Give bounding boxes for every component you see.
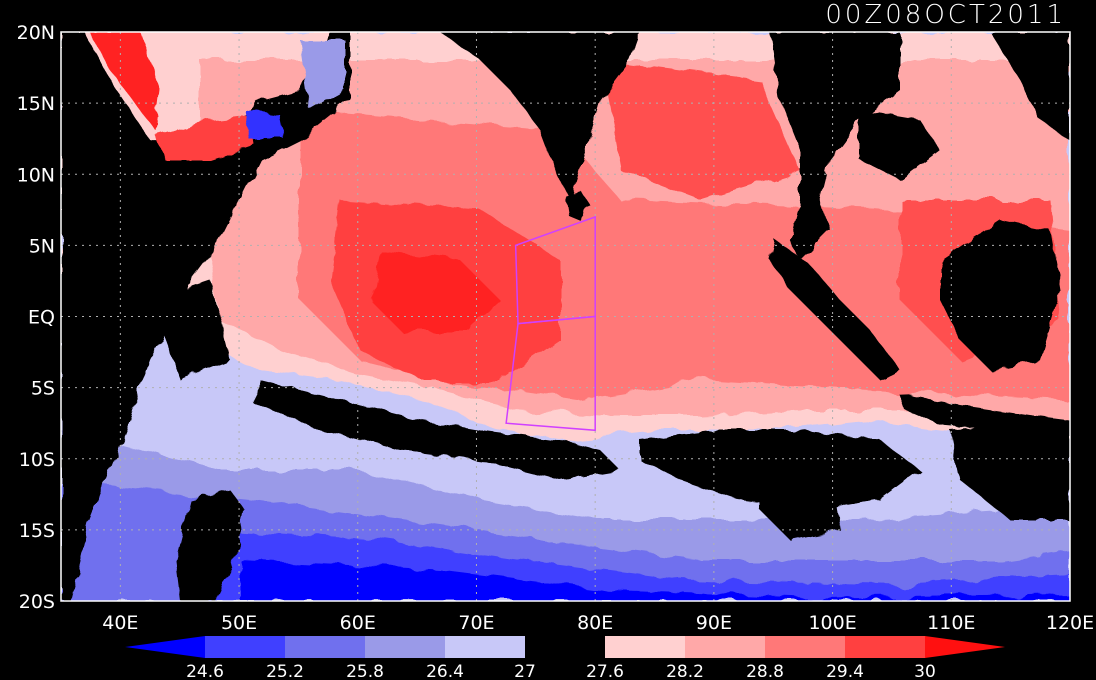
lat-tick-label: EQ [28, 307, 55, 329]
colorbar-label: 27.6 [586, 662, 624, 680]
colorbar-segment [605, 636, 686, 658]
lat-tick-label: 5N [29, 235, 55, 257]
lon-tick-label: 50E [221, 612, 257, 634]
colorbar [125, 636, 1005, 658]
lon-tick-label: 40E [102, 612, 138, 634]
lat-tick-label: 20N [17, 22, 55, 44]
lon-tick-label: 70E [458, 612, 494, 634]
lon-tick-label: 90E [696, 612, 732, 634]
lon-tick-label: 80E [577, 612, 613, 634]
latitude-labels: 20N 15N 10N 5N EQ 5S 10S 15S 20S [17, 22, 55, 613]
sst-field [61, 32, 1070, 601]
colorbar-low-arrow [125, 636, 205, 658]
lat-tick-label: 15N [17, 93, 55, 115]
lon-tick-label: 120E [1046, 612, 1094, 634]
colorbar-label: 26.4 [426, 662, 464, 680]
south-box [505, 315, 596, 432]
colorbar-label: 25.8 [346, 662, 384, 680]
lon-tick-label: 60E [340, 612, 376, 634]
map-title: 00Z08OCT2011 [825, 0, 1066, 30]
map-frame [60, 31, 1071, 602]
colorbar-segment [525, 636, 606, 658]
colorbar-high-arrow [925, 636, 1005, 658]
colorbar-segment [285, 636, 366, 658]
colorbar-segment [765, 636, 846, 658]
colorbar-segment [205, 636, 286, 658]
lat-tick-label: 20S [19, 591, 55, 613]
longitude-labels: 40E 50E 60E 70E 80E 90E 100E 110E 120E [102, 612, 1094, 634]
colorbar-label: 29.4 [826, 662, 864, 680]
colorbar-label: 28.8 [746, 662, 784, 680]
lon-tick-label: 110E [927, 612, 975, 634]
colorbar-segment [845, 636, 926, 658]
colorbar-label: 25.2 [266, 662, 304, 680]
analysis-boxes [505, 215, 596, 432]
lat-tick-label: 10S [19, 449, 55, 471]
colorbar-segment [445, 636, 526, 658]
colorbar-segment [365, 636, 446, 658]
lon-tick-label: 100E [808, 612, 856, 634]
colorbar-label: 27 [514, 662, 536, 680]
lat-tick-label: 5S [31, 378, 55, 400]
lat-tick-label: 15S [19, 520, 55, 542]
colorbar-label: 24.6 [186, 662, 224, 680]
colorbar-label: 30 [914, 662, 936, 680]
colorbar-segment [685, 636, 766, 658]
graticule [61, 32, 1070, 601]
colorbar-label: 28.2 [666, 662, 704, 680]
colorbar-labels: 24.6 25.2 25.8 26.4 27 27.6 28.2 28.8 29.4 30 [186, 662, 936, 680]
lat-tick-label: 10N [17, 164, 55, 186]
